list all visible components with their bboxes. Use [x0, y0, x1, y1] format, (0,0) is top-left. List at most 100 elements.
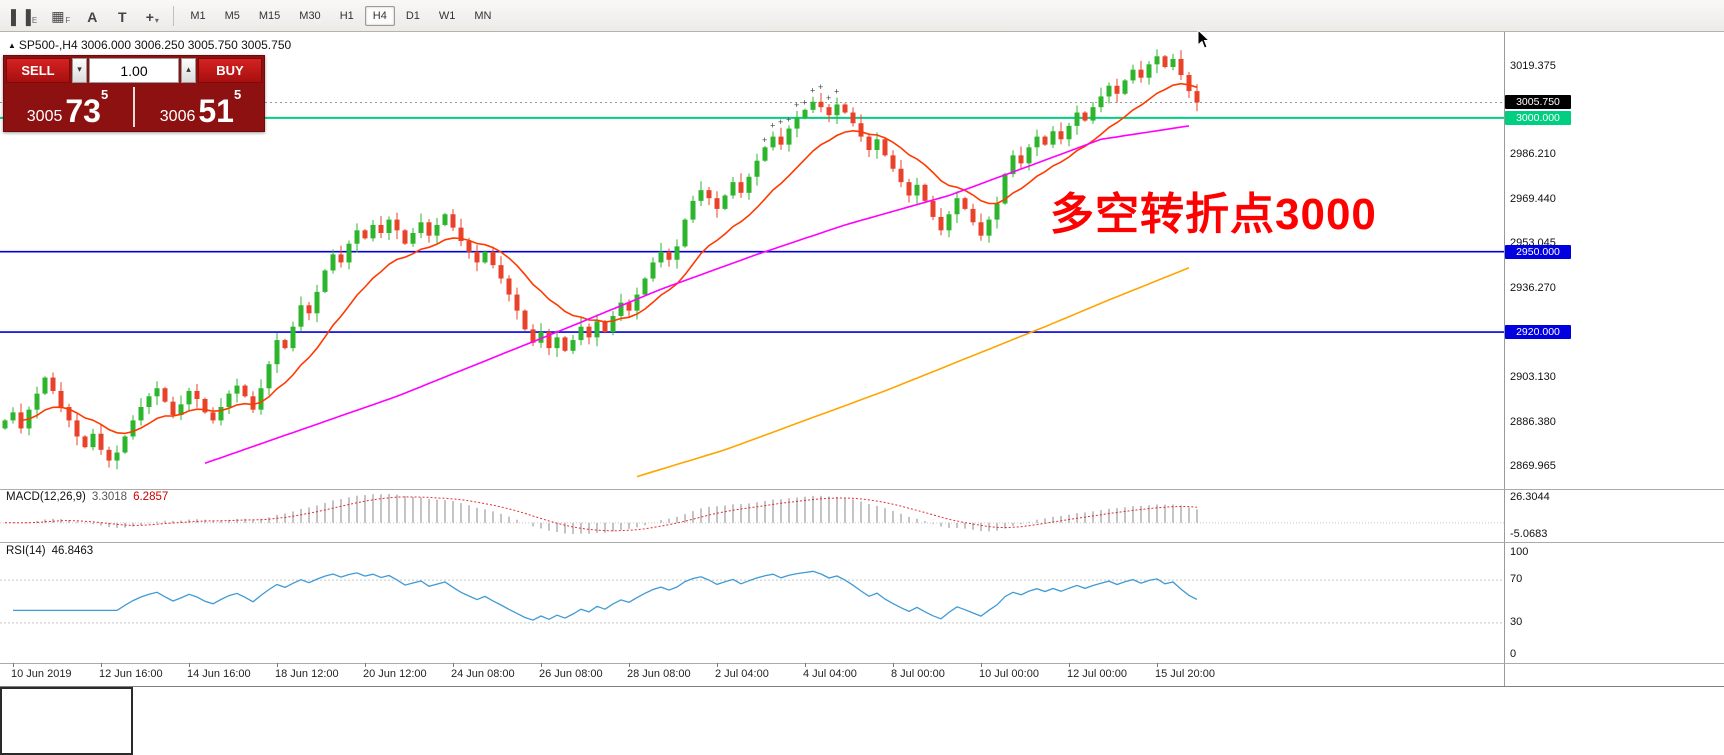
expand-icon[interactable]: ▲ [8, 41, 16, 50]
time-axis-label: 10 Jul 00:00 [979, 668, 1039, 680]
rsi-label: RSI(14) 46.8463 [6, 545, 93, 557]
macd-label: MACD(12,26,9) 3.3018 6.2857 [6, 491, 168, 503]
price-level-badge: 3000.000 [1505, 110, 1571, 125]
time-axis-label: 12 Jul 00:00 [1067, 668, 1127, 680]
time-axis-label: 15 Jul 20:00 [1155, 668, 1215, 680]
text-tool-icon[interactable]: T [118, 8, 127, 25]
macd-main-value: 3.3018 [91, 491, 128, 503]
time-axis-tick [277, 663, 278, 667]
time-scale-divider[interactable] [0, 663, 1724, 664]
grid-snap-icon[interactable]: ▦ F [51, 7, 71, 25]
price-axis-label: 2903.130 [1510, 370, 1556, 383]
macd-panel-divider[interactable] [0, 489, 1724, 490]
macd-axis-label: 26.3044 [1510, 491, 1550, 503]
buy-price-big: 51 [198, 92, 234, 129]
time-axis-tick [541, 663, 542, 667]
rsi-name: RSI(14) [6, 545, 46, 557]
volume-decrease-button[interactable]: ▾ [72, 58, 87, 83]
timeframe-button-m15[interactable]: M15 [258, 9, 281, 22]
sell-price-display[interactable]: 3005 73 5 [6, 85, 129, 129]
chart-bottom-edge [0, 686, 1724, 687]
timeframe-group: M1 M5 M15 M30 H1 H4 D1 W1 MN [182, 5, 502, 26]
macd-signal-value: 6.2857 [133, 491, 169, 503]
time-axis-label: 4 Jul 04:00 [803, 668, 857, 680]
timeframe-button-d1[interactable]: D1 [405, 9, 420, 22]
svg-text:+: + [818, 82, 823, 92]
rsi-axis-label: 0 [1510, 648, 1517, 660]
price-axis-label: 2986.210 [1510, 148, 1556, 161]
time-axis-tick [805, 663, 806, 667]
time-axis-tick [453, 663, 454, 667]
arrow-tool-icon[interactable]: A [87, 8, 98, 25]
svg-text:+: + [826, 93, 831, 103]
time-axis-tick [629, 663, 630, 667]
sell-price-big: 73 [65, 92, 101, 129]
main-chart-layer[interactable]: ++ + ++ ++ +++ [0, 32, 1504, 489]
time-axis-label: 8 Jul 00:00 [891, 668, 945, 680]
chart-text-annotation[interactable]: 多空转折点3000 [1050, 190, 1377, 239]
current-price-badge: 3005.750 [1505, 95, 1571, 110]
toolbar-separator [173, 5, 175, 26]
svg-text:+: + [834, 87, 839, 97]
price-divider [133, 87, 135, 127]
rsi-value: 46.8463 [51, 545, 94, 557]
timeframe-button-w1[interactable]: W1 [438, 9, 456, 22]
timeframe-button-h4[interactable]: H4 [364, 5, 395, 26]
time-axis-label: 18 Jun 12:00 [275, 668, 339, 680]
time-axis-tick [717, 663, 718, 667]
svg-text:+: + [810, 86, 815, 96]
price-level-badge: 2950.000 [1505, 244, 1571, 259]
rsi-axis-label: 30 [1510, 616, 1523, 628]
price-scale-divider[interactable] [1504, 32, 1505, 686]
svg-text:+: + [762, 135, 767, 145]
svg-text:+: + [802, 98, 807, 108]
terminal-panel-edge [0, 687, 133, 755]
one-click-trading-panel: SELL ▾ ▴ BUY 3005 73 5 3006 51 5 [3, 55, 265, 132]
volume-input[interactable] [89, 58, 179, 83]
time-axis-tick [189, 663, 190, 667]
time-axis-label: 26 Jun 08:00 [539, 668, 603, 680]
timeframe-button-m1[interactable]: M1 [190, 9, 206, 22]
rsi-axis-label: 70 [1510, 573, 1523, 585]
volume-increase-button[interactable]: ▴ [181, 58, 196, 83]
mouse-cursor-icon [1197, 30, 1211, 49]
buy-price-prefix: 3006 [159, 108, 196, 126]
svg-text:+: + [778, 117, 783, 127]
macd-axis-label: -5.0683 [1510, 528, 1548, 540]
price-level-badge: 2920.000 [1505, 325, 1571, 340]
buy-button[interactable]: BUY [198, 58, 262, 83]
time-axis-label: 20 Jun 12:00 [363, 668, 427, 680]
sell-button[interactable]: SELL [6, 58, 70, 83]
buy-price-sup: 5 [233, 87, 242, 102]
time-axis-label: 2 Jul 04:00 [715, 668, 769, 680]
symbol-ohlc-readout: ▲ SP500-,H4 3006.000 3006.250 3005.750 30… [8, 38, 291, 52]
time-axis-label: 28 Jun 08:00 [627, 668, 691, 680]
time-axis-label: 24 Jun 08:00 [451, 668, 515, 680]
time-axis-tick [13, 663, 14, 667]
macd-panel-layer[interactable] [0, 490, 1504, 542]
rsi-panel-layer[interactable] [0, 543, 1504, 662]
svg-text:+: + [786, 114, 791, 124]
toolbar: ▌▐ E ▦ F A T + ▾ M1 M5 M15 M30 H1 H4 D1 W1 MN [0, 0, 1724, 32]
time-axis-tick [101, 663, 102, 667]
timeframe-button-m30[interactable]: M30 [299, 9, 321, 22]
rsi-panel-divider[interactable] [0, 542, 1724, 543]
price-axis-label: 2936.270 [1510, 281, 1556, 294]
price-axis-label: 3019.375 [1510, 59, 1556, 72]
time-axis-label: 14 Jun 16:00 [187, 668, 251, 680]
svg-text:+: + [770, 121, 775, 131]
sell-price-prefix: 3005 [26, 108, 63, 126]
time-axis-tick [981, 663, 982, 667]
buy-price-display[interactable]: 3006 51 5 [139, 85, 262, 129]
time-axis-tick [365, 663, 366, 667]
time-axis-label: 10 Jun 2019 [11, 668, 72, 680]
timeframe-button-m5[interactable]: M5 [224, 9, 240, 22]
timeframe-button-mn[interactable]: MN [474, 9, 492, 22]
timeframe-button-h1[interactable]: H1 [339, 9, 354, 22]
time-axis-tick [893, 663, 894, 667]
time-axis-tick [1157, 663, 1158, 667]
crosshair-tool-icon[interactable]: + ▾ [145, 8, 159, 25]
candlestick-chart-icon[interactable]: ▌▐ E [11, 8, 38, 25]
macd-name: MACD(12,26,9) [6, 491, 86, 503]
